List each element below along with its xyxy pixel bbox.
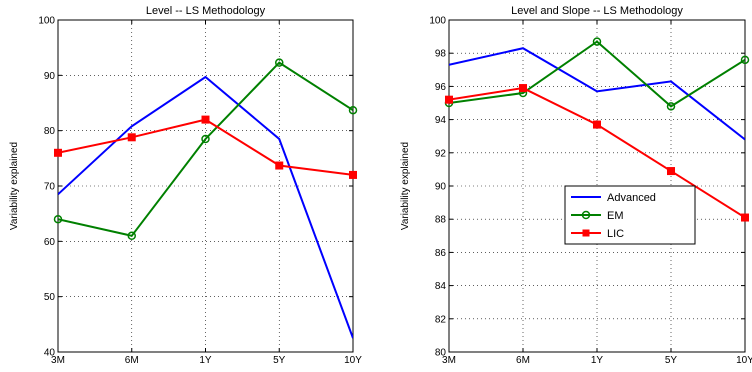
series-line [58, 118, 353, 176]
series-advanced [58, 75, 353, 339]
series-line [58, 75, 353, 339]
x-tick-label: 6M [516, 355, 530, 366]
data-point [348, 105, 358, 115]
series-advanced [449, 47, 745, 141]
chart-title: Level and Slope -- LS Methodology [511, 5, 683, 17]
x-tick-label: 5Y [273, 355, 286, 366]
y-tick-label: 82 [435, 314, 447, 325]
chart-level: 40 50 60 70 80 90 100 3M 6M 1Y 5Y 10Y Level -- LS Me… [9, 5, 362, 366]
data-point [666, 102, 676, 111]
series-lic [54, 115, 357, 179]
data-point [519, 84, 527, 93]
y-tick-label: 60 [44, 237, 56, 248]
legend-item-lic: LIC [571, 228, 624, 240]
series-line [449, 40, 745, 108]
y-tick-label: 88 [435, 215, 447, 226]
legend: Advanced EM LIC [564, 185, 696, 245]
y-tick-label: 90 [435, 182, 447, 193]
y-tick-label: 80 [435, 348, 447, 359]
data-point [349, 170, 357, 179]
y-tick-label: 98 [435, 49, 447, 60]
x-tick-label: 10Y [344, 355, 362, 366]
y-tick-label: 100 [429, 16, 446, 27]
data-point [127, 231, 136, 241]
data-point [127, 133, 136, 142]
chart-level-and-slope: 80 82 84 86 88 90 92 94 96 98 100 3M 6M 1Y 5Y 10Y Level … [400, 5, 752, 366]
y-tick-label: 90 [44, 71, 56, 82]
data-point [53, 214, 63, 224]
legend-item-advanced: Advanced [571, 192, 656, 204]
y-tick-label: 50 [44, 292, 56, 303]
data-point [592, 37, 602, 46]
y-tick-label: 84 [435, 281, 447, 292]
legend-label: LIC [607, 228, 624, 240]
data-point [275, 161, 284, 170]
series-em [53, 58, 358, 241]
data-point [201, 134, 210, 144]
grid [58, 20, 353, 352]
series-lic [445, 84, 749, 222]
x-tick-label: 3M [51, 355, 65, 366]
x-tick-label: 6M [125, 355, 139, 366]
legend-item-em: EM [571, 210, 624, 222]
y-axis-label: Variability explained [9, 142, 20, 230]
series-line [58, 61, 353, 237]
y-tick-label: 92 [435, 148, 447, 159]
data-point [275, 58, 284, 67]
y-tick-label: 70 [44, 182, 56, 193]
legend-label: Advanced [607, 192, 656, 204]
x-tick-label: 3M [442, 355, 456, 366]
data-point [741, 213, 749, 222]
y-tick-label: 40 [44, 348, 56, 359]
y-tick-label: 94 [435, 115, 447, 126]
data-point [54, 148, 62, 157]
y-tick-label: 86 [435, 248, 447, 259]
series-line [449, 47, 745, 141]
data-point [201, 115, 210, 124]
legend-marker [581, 210, 591, 220]
x-tick-label: 1Y [591, 355, 604, 366]
x-tick-label: 10Y [736, 355, 752, 366]
x-tick-label: 1Y [199, 355, 212, 366]
data-point [593, 120, 601, 129]
y-tick-label: 100 [38, 16, 55, 27]
legend-label: EM [607, 210, 624, 222]
y-tick-label: 96 [435, 82, 447, 93]
data-point [667, 167, 675, 176]
data-point [740, 55, 750, 65]
legend-marker [582, 229, 590, 237]
x-tick-label: 5Y [665, 355, 678, 366]
chart-title: Level -- LS Methodology [146, 5, 266, 17]
y-axis-label: Variability explained [400, 142, 411, 230]
data-point [445, 95, 453, 104]
y-tick-label: 80 [44, 126, 56, 137]
